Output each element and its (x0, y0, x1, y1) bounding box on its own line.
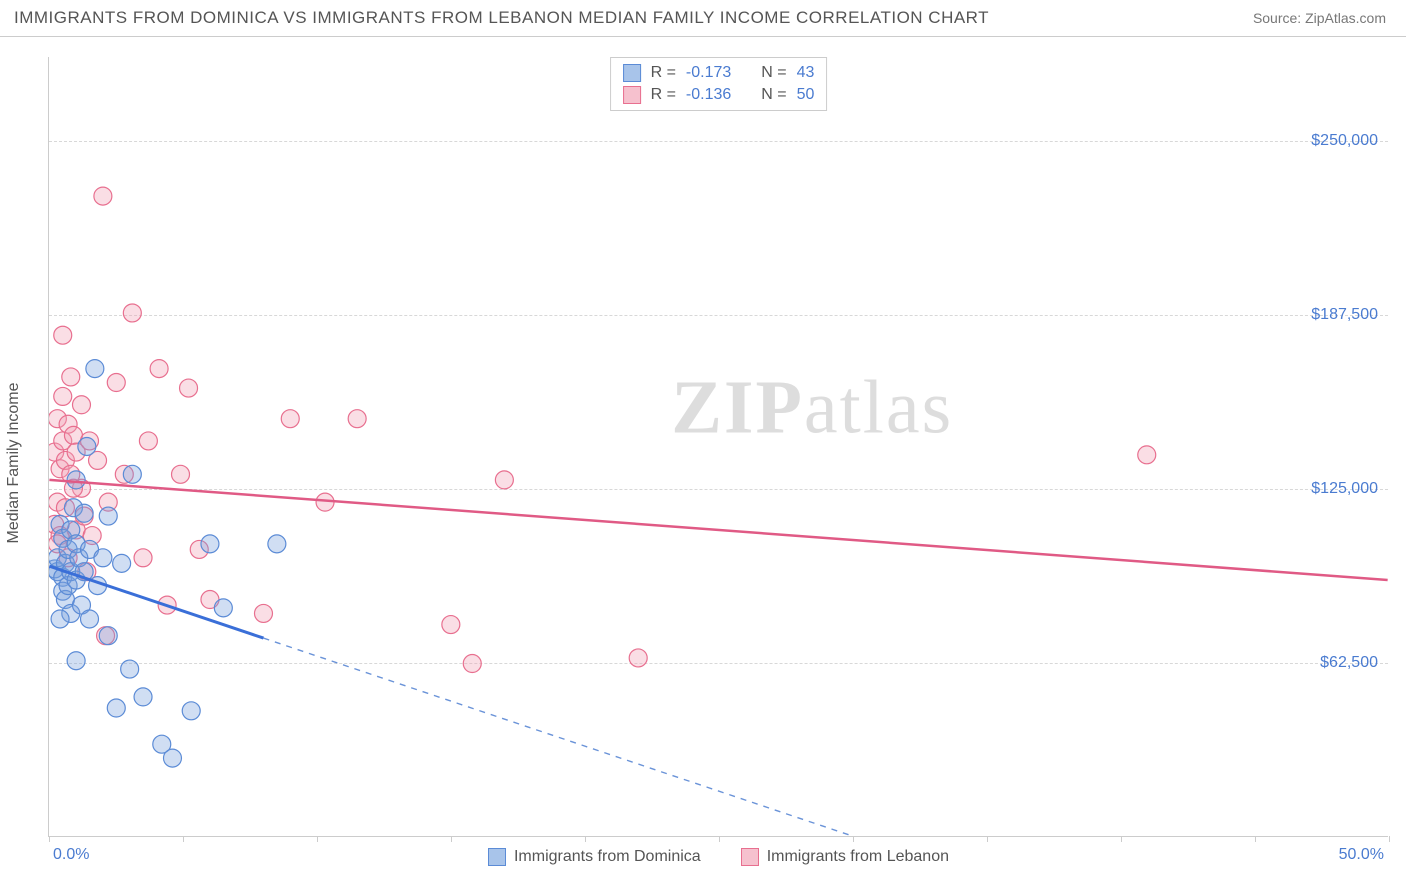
swatch-pink (623, 86, 641, 104)
point-dominica (67, 652, 85, 670)
point-lebanon (281, 410, 299, 428)
x-tick (183, 836, 184, 842)
legend-row-lebanon: R = -0.136 N = 50 (623, 84, 815, 106)
point-lebanon (629, 649, 647, 667)
point-dominica (121, 660, 139, 678)
n-value-dominica: 43 (797, 64, 815, 82)
point-dominica (78, 438, 96, 456)
point-lebanon (94, 187, 112, 205)
point-dominica (51, 610, 69, 628)
swatch-blue (623, 64, 641, 82)
point-dominica (214, 599, 232, 617)
x-tick (719, 836, 720, 842)
x-tick (853, 836, 854, 842)
point-dominica (99, 507, 117, 525)
x-tick (1389, 836, 1390, 842)
source-label: Source: ZipAtlas.com (1253, 10, 1386, 26)
point-dominica (107, 699, 125, 717)
point-dominica (134, 688, 152, 706)
point-dominica (163, 749, 181, 767)
x-tick (987, 836, 988, 842)
point-dominica (201, 535, 219, 553)
point-dominica (86, 360, 104, 378)
point-dominica (268, 535, 286, 553)
point-lebanon (150, 360, 168, 378)
chart-area: Median Family Income ZIPatlas R = -0.173… (0, 37, 1406, 889)
series-name-lebanon: Immigrants from Lebanon (767, 848, 949, 866)
point-dominica (123, 465, 141, 483)
x-tick (1255, 836, 1256, 842)
correlation-legend: R = -0.173 N = 43 R = -0.136 N = 50 (610, 57, 828, 111)
x-tick (317, 836, 318, 842)
n-value-lebanon: 50 (797, 86, 815, 104)
point-lebanon (54, 387, 72, 405)
point-lebanon (495, 471, 513, 489)
point-lebanon (463, 655, 481, 673)
trendline-lebanon (49, 480, 1387, 580)
point-lebanon (62, 368, 80, 386)
point-lebanon (54, 326, 72, 344)
series-legend: Immigrants from Dominica Immigrants from… (49, 848, 1388, 866)
swatch-blue (488, 848, 506, 866)
plot-region: ZIPatlas R = -0.173 N = 43 R = -0.136 N … (48, 57, 1388, 837)
series-name-dominica: Immigrants from Dominica (514, 848, 701, 866)
legend-row-dominica: R = -0.173 N = 43 (623, 62, 815, 84)
point-lebanon (72, 396, 90, 414)
point-lebanon (254, 604, 272, 622)
x-tick (49, 836, 50, 842)
y-axis-title: Median Family Income (5, 383, 23, 544)
point-lebanon (442, 616, 460, 634)
r-value-dominica: -0.173 (686, 64, 731, 82)
x-tick (1121, 836, 1122, 842)
point-lebanon (180, 379, 198, 397)
point-lebanon (123, 304, 141, 322)
point-lebanon (139, 432, 157, 450)
point-lebanon (172, 465, 190, 483)
point-dominica (99, 627, 117, 645)
point-lebanon (107, 374, 125, 392)
scatter-plot (49, 57, 1388, 836)
point-dominica (94, 549, 112, 567)
point-dominica (81, 610, 99, 628)
trendline-dominica-dashed (263, 638, 852, 836)
x-tick (451, 836, 452, 842)
title-bar: IMMIGRANTS FROM DOMINICA VS IMMIGRANTS F… (0, 0, 1406, 37)
point-lebanon (134, 549, 152, 567)
swatch-pink (741, 848, 759, 866)
point-lebanon (348, 410, 366, 428)
x-tick (585, 836, 586, 842)
chart-title: IMMIGRANTS FROM DOMINICA VS IMMIGRANTS F… (14, 8, 989, 28)
point-dominica (67, 471, 85, 489)
legend-item-dominica: Immigrants from Dominica (488, 848, 701, 866)
point-lebanon (1138, 446, 1156, 464)
point-dominica (75, 504, 93, 522)
legend-item-lebanon: Immigrants from Lebanon (741, 848, 949, 866)
point-dominica (113, 554, 131, 572)
r-value-lebanon: -0.136 (686, 86, 731, 104)
point-dominica (182, 702, 200, 720)
